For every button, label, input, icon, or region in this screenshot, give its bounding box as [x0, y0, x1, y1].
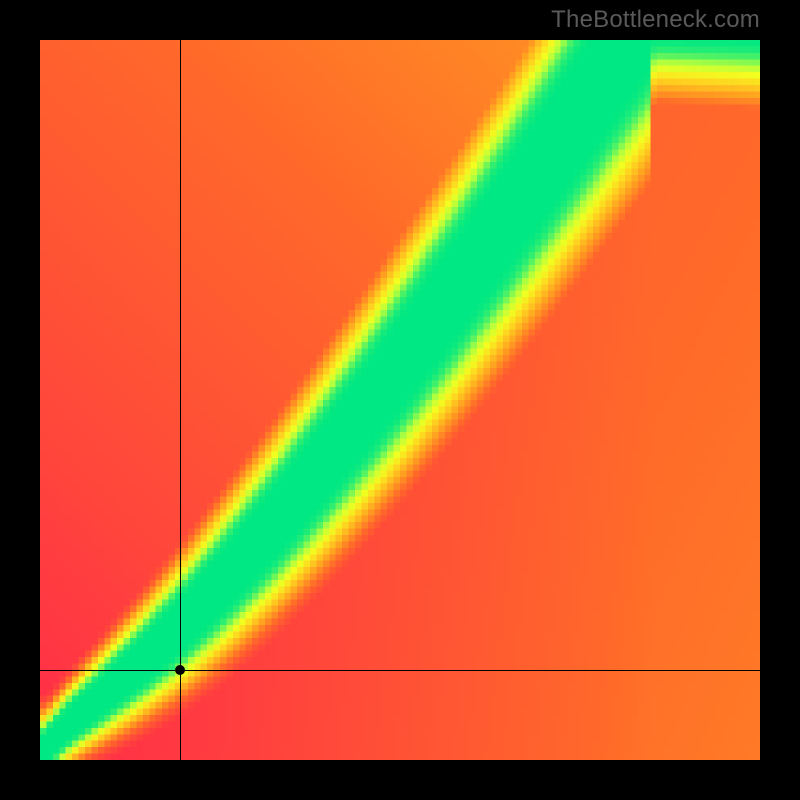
heatmap-plot-area — [40, 40, 760, 760]
chart-frame: TheBottleneck.com — [0, 0, 800, 800]
crosshair-vertical — [180, 40, 181, 760]
bottleneck-heatmap-canvas — [40, 40, 760, 760]
watermark: TheBottleneck.com — [551, 6, 760, 34]
crosshair-marker-dot — [175, 665, 185, 675]
crosshair-horizontal — [40, 670, 760, 671]
